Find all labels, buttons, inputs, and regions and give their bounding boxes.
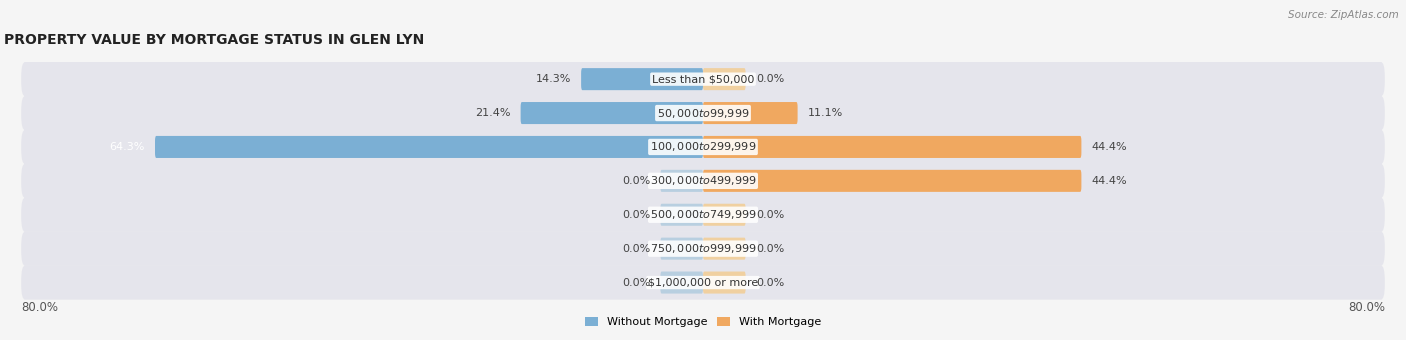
Text: 0.0%: 0.0% — [756, 244, 785, 254]
FancyBboxPatch shape — [703, 102, 797, 124]
Text: $750,000 to $999,999: $750,000 to $999,999 — [650, 242, 756, 255]
Text: 80.0%: 80.0% — [21, 301, 58, 314]
Text: 44.4%: 44.4% — [1091, 142, 1128, 152]
Text: 0.0%: 0.0% — [756, 210, 785, 220]
Text: Source: ZipAtlas.com: Source: ZipAtlas.com — [1288, 10, 1399, 20]
Text: 0.0%: 0.0% — [621, 210, 650, 220]
Text: 0.0%: 0.0% — [621, 244, 650, 254]
FancyBboxPatch shape — [703, 136, 1081, 158]
Text: $300,000 to $499,999: $300,000 to $499,999 — [650, 174, 756, 187]
Text: PROPERTY VALUE BY MORTGAGE STATUS IN GLEN LYN: PROPERTY VALUE BY MORTGAGE STATUS IN GLE… — [4, 33, 425, 47]
FancyBboxPatch shape — [703, 238, 745, 260]
FancyBboxPatch shape — [661, 238, 703, 260]
FancyBboxPatch shape — [21, 164, 1385, 198]
FancyBboxPatch shape — [21, 266, 1385, 300]
Text: $100,000 to $299,999: $100,000 to $299,999 — [650, 140, 756, 153]
FancyBboxPatch shape — [661, 204, 703, 226]
Text: 21.4%: 21.4% — [475, 108, 510, 118]
Text: $500,000 to $749,999: $500,000 to $749,999 — [650, 208, 756, 221]
Text: 80.0%: 80.0% — [1348, 301, 1385, 314]
Text: 0.0%: 0.0% — [621, 277, 650, 288]
FancyBboxPatch shape — [703, 170, 1081, 192]
FancyBboxPatch shape — [703, 204, 745, 226]
Text: $50,000 to $99,999: $50,000 to $99,999 — [657, 106, 749, 120]
FancyBboxPatch shape — [21, 232, 1385, 266]
FancyBboxPatch shape — [661, 170, 703, 192]
FancyBboxPatch shape — [581, 68, 703, 90]
FancyBboxPatch shape — [520, 102, 703, 124]
Text: 64.3%: 64.3% — [110, 142, 145, 152]
FancyBboxPatch shape — [703, 68, 745, 90]
Legend: Without Mortgage, With Mortgage: Without Mortgage, With Mortgage — [581, 312, 825, 332]
FancyBboxPatch shape — [21, 198, 1385, 232]
Text: 11.1%: 11.1% — [808, 108, 844, 118]
FancyBboxPatch shape — [21, 62, 1385, 96]
Text: Less than $50,000: Less than $50,000 — [652, 74, 754, 84]
FancyBboxPatch shape — [661, 272, 703, 293]
Text: 44.4%: 44.4% — [1091, 176, 1128, 186]
FancyBboxPatch shape — [21, 96, 1385, 130]
Text: 0.0%: 0.0% — [621, 176, 650, 186]
Text: 0.0%: 0.0% — [756, 277, 785, 288]
Text: $1,000,000 or more: $1,000,000 or more — [648, 277, 758, 288]
Text: 0.0%: 0.0% — [756, 74, 785, 84]
FancyBboxPatch shape — [703, 272, 745, 293]
FancyBboxPatch shape — [21, 130, 1385, 164]
Text: 14.3%: 14.3% — [536, 74, 571, 84]
FancyBboxPatch shape — [155, 136, 703, 158]
